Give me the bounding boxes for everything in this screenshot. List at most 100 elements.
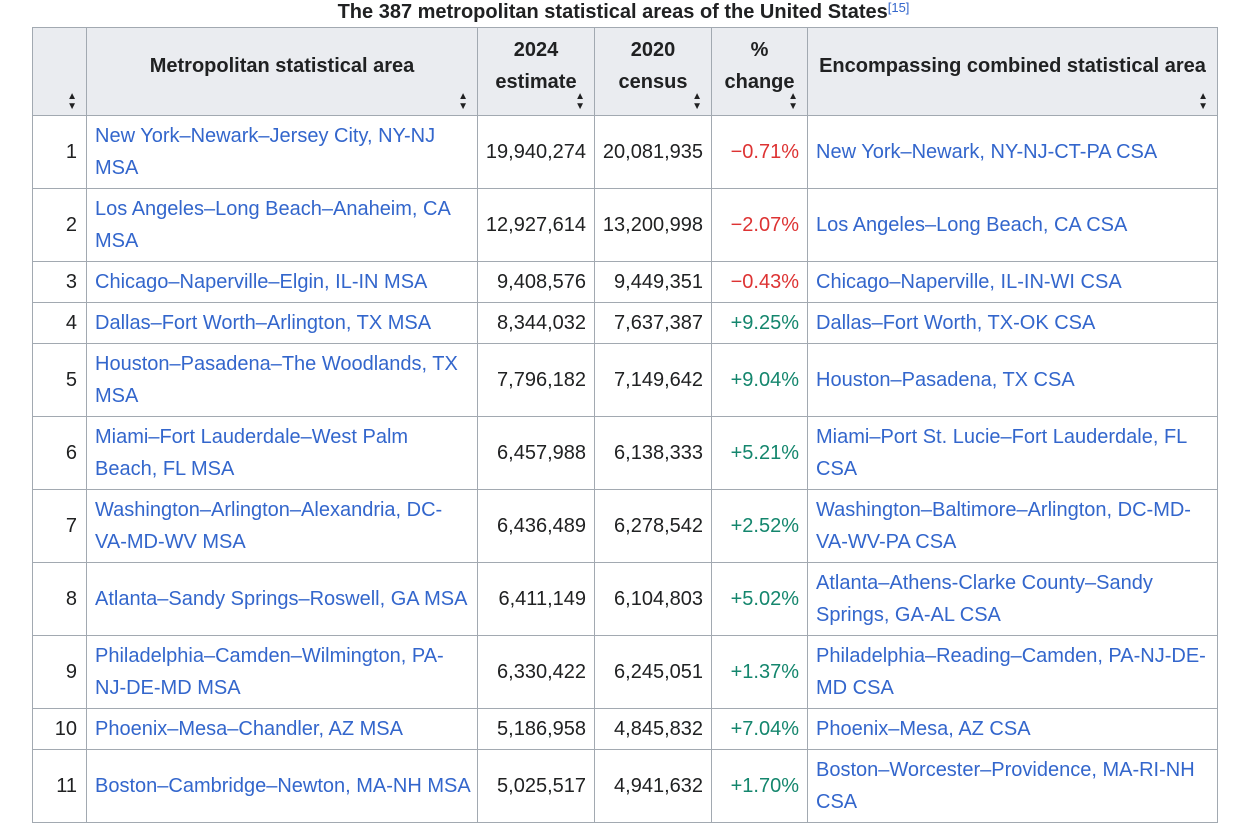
sort-icon[interactable]: ▲ ▼ — [692, 91, 702, 112]
area-cell: Philadelphia–Camden–Wilmington, PA-NJ-DE… — [86, 635, 478, 709]
csa-link[interactable]: Los Angeles–Long Beach, CA CSA — [816, 214, 1128, 236]
msa-link[interactable]: Miami–Fort Lauderdale–West Palm Beach, F… — [95, 426, 409, 480]
pct-change-cell: +2.52% — [711, 489, 808, 563]
census-cell: 6,245,051 — [594, 635, 712, 709]
csa-link[interactable]: Chicago–Naperville, IL-IN-WI CSA — [816, 271, 1122, 293]
rank-cell: 9 — [32, 635, 87, 709]
estimate-value: 6,436,489 — [497, 515, 586, 537]
census-cell: 6,278,542 — [594, 489, 712, 563]
pct-change-value: +5.21% — [730, 442, 799, 464]
rank-value: 4 — [65, 312, 77, 334]
pct-change-value: +5.02% — [730, 588, 799, 610]
sort-icon[interactable]: ▲ ▼ — [67, 91, 77, 112]
msa-link[interactable]: Washington–Arlington–Alexandria, DC-VA-M… — [95, 499, 443, 553]
pct-change-cell: +5.02% — [711, 562, 808, 636]
msa-link[interactable]: Dallas–Fort Worth–Arlington, TX MSA — [95, 312, 432, 334]
rank-value: 11 — [56, 775, 77, 797]
msa-link[interactable]: Boston–Cambridge–Newton, MA-NH MSA — [95, 775, 471, 797]
sort-icon[interactable]: ▲ ▼ — [788, 91, 798, 112]
header-area-label: Metropolitan statistical area — [149, 54, 415, 77]
msa-link[interactable]: Atlanta–Sandy Springs–Roswell, GA MSA — [95, 588, 468, 610]
csa-link[interactable]: Washington–Baltimore–Arlington, DC-MD-VA… — [816, 499, 1191, 553]
census-cell: 4,845,832 — [594, 708, 712, 750]
census-cell: 9,449,351 — [594, 261, 712, 303]
csa-cell: Chicago–Naperville, IL-IN-WI CSA — [807, 261, 1218, 303]
csa-link[interactable]: Philadelphia–Reading–Camden, PA-NJ-DE-MD… — [816, 645, 1206, 699]
census-value: 6,138,333 — [614, 442, 703, 464]
estimate-cell: 5,186,958 — [477, 708, 595, 750]
csa-cell: Los Angeles–Long Beach, CA CSA — [807, 188, 1218, 262]
sort-icon[interactable]: ▲ ▼ — [458, 91, 468, 112]
rank-cell: 10 — [32, 708, 87, 750]
reference-link[interactable]: [15] — [887, 0, 910, 15]
header-pct-change[interactable]: % change ▲ ▼ — [711, 27, 808, 116]
rank-value: 9 — [65, 661, 77, 683]
msa-link[interactable]: Los Angeles–Long Beach–Anaheim, CA MSA — [95, 198, 450, 252]
rank-value: 6 — [65, 442, 77, 464]
rank-cell: 1 — [32, 115, 87, 189]
msa-link[interactable]: Houston–Pasadena–The Woodlands, TX MSA — [95, 353, 458, 407]
table-row: 4 Dallas–Fort Worth–Arlington, TX MSA 8,34… — [32, 302, 1218, 344]
census-value: 6,104,803 — [614, 588, 703, 610]
estimate-value: 6,457,988 — [497, 442, 586, 464]
table-row: 11 Boston–Cambridge–Newton, MA-NH MSA 5,02… — [32, 749, 1218, 823]
area-cell: Dallas–Fort Worth–Arlington, TX MSA — [86, 302, 478, 344]
msa-link[interactable]: Philadelphia–Camden–Wilmington, PA-NJ-DE… — [95, 645, 444, 699]
pct-change-value: −0.43% — [730, 271, 799, 293]
csa-link[interactable]: Atlanta–Athens-Clarke County–Sandy Sprin… — [816, 572, 1153, 626]
pct-change-value: −0.71% — [730, 141, 799, 163]
msa-link[interactable]: New York–Newark–Jersey City, NY-NJ MSA — [95, 125, 436, 179]
header-estimate-year: 2024 — [513, 38, 559, 61]
rank-value: 5 — [65, 369, 77, 391]
header-csa-label: Encompassing combined statistical area — [819, 54, 1206, 77]
header-census[interactable]: 2020 census ▲ ▼ — [594, 27, 712, 116]
pct-change-value: +1.37% — [730, 661, 799, 683]
pct-change-cell: +7.04% — [711, 708, 808, 750]
msa-link[interactable]: Chicago–Naperville–Elgin, IL-IN MSA — [95, 271, 428, 293]
table-row: 2 Los Angeles–Long Beach–Anaheim, CA MSA 1… — [32, 188, 1218, 262]
rank-value: 1 — [65, 141, 77, 163]
census-value: 6,245,051 — [614, 661, 703, 683]
caption-title: The 387 metropolitan statistical areas o… — [337, 1, 888, 23]
csa-link[interactable]: Dallas–Fort Worth, TX-OK CSA — [816, 312, 1096, 334]
header-csa[interactable]: Encompassing combined statistical area ▲… — [807, 27, 1218, 116]
csa-link[interactable]: Phoenix–Mesa, AZ CSA — [816, 718, 1031, 740]
census-value: 4,941,632 — [614, 775, 703, 797]
csa-link[interactable]: Boston–Worcester–Providence, MA-RI-NH CS… — [816, 759, 1195, 813]
estimate-cell: 19,940,274 — [477, 115, 595, 189]
census-value: 13,200,998 — [602, 214, 703, 236]
estimate-value: 6,411,149 — [498, 588, 587, 610]
estimate-cell: 9,408,576 — [477, 261, 595, 303]
header-area[interactable]: Metropolitan statistical area ▲ ▼ — [86, 27, 478, 116]
rank-cell: 2 — [32, 188, 87, 262]
area-cell: Phoenix–Mesa–Chandler, AZ MSA — [86, 708, 478, 750]
area-cell: Chicago–Naperville–Elgin, IL-IN MSA — [86, 261, 478, 303]
census-cell: 13,200,998 — [594, 188, 712, 262]
area-cell: Houston–Pasadena–The Woodlands, TX MSA — [86, 343, 478, 417]
csa-link[interactable]: Houston–Pasadena, TX CSA — [816, 369, 1075, 391]
pct-change-value: −2.07% — [730, 214, 799, 236]
msa-link[interactable]: Phoenix–Mesa–Chandler, AZ MSA — [95, 718, 403, 740]
estimate-cell: 6,457,988 — [477, 416, 595, 490]
sort-icon[interactable]: ▲ ▼ — [1198, 91, 1208, 112]
sort-icon[interactable]: ▲ ▼ — [575, 91, 585, 112]
pct-change-value: +9.25% — [730, 312, 799, 334]
csa-cell: Miami–Port St. Lucie–Fort Lauderdale, FL… — [807, 416, 1218, 490]
header-census-year: 2020 — [630, 38, 676, 61]
estimate-cell: 6,330,422 — [477, 635, 595, 709]
census-value: 6,278,542 — [614, 515, 703, 537]
rank-cell: 7 — [32, 489, 87, 563]
rank-value: 8 — [65, 588, 77, 610]
header-estimate[interactable]: 2024 estimate ▲ ▼ — [477, 27, 595, 116]
csa-link[interactable]: New York–Newark, NY-NJ-CT-PA CSA — [816, 141, 1158, 163]
header-rank[interactable]: ▲ ▼ — [32, 27, 87, 116]
census-value: 7,149,642 — [614, 369, 703, 391]
estimate-value: 19,940,274 — [485, 141, 586, 163]
csa-link[interactable]: Miami–Port St. Lucie–Fort Lauderdale, FL… — [816, 426, 1187, 480]
census-cell: 4,941,632 — [594, 749, 712, 823]
csa-cell: Houston–Pasadena, TX CSA — [807, 343, 1218, 417]
pct-change-cell: +9.25% — [711, 302, 808, 344]
table-row: 9 Philadelphia–Camden–Wilmington, PA-NJ-D… — [32, 635, 1218, 709]
csa-cell: New York–Newark, NY-NJ-CT-PA CSA — [807, 115, 1218, 189]
header-pct-symbol: % — [750, 38, 769, 61]
